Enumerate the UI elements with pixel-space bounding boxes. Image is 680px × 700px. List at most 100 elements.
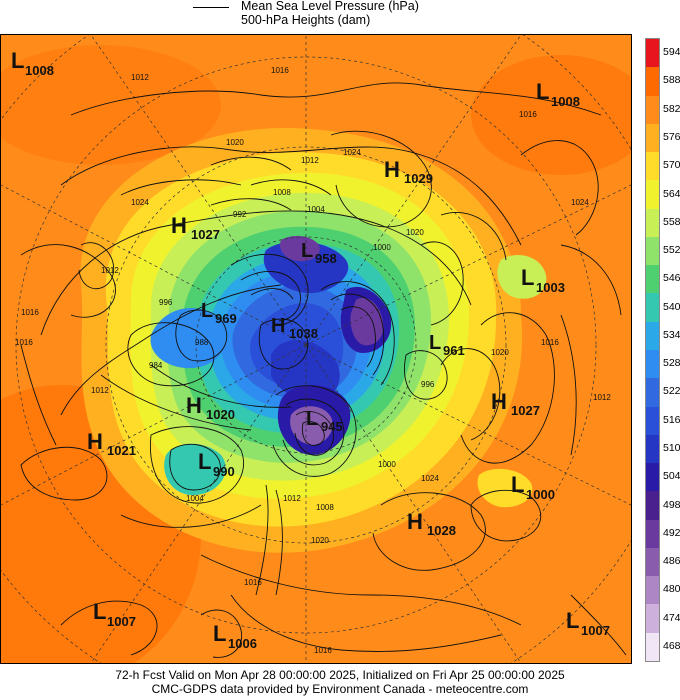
- low-pressure-center: L 1008: [536, 79, 580, 109]
- forecast-map: 1012 1016 1020 1024 1012 1008 1004 1000 …: [0, 34, 632, 664]
- isobar-label: 1020: [226, 138, 244, 147]
- isobar-label: 1016: [21, 308, 39, 317]
- low-pressure-center: L 1003: [521, 265, 565, 295]
- svg-text:H: H: [384, 157, 400, 182]
- svg-text:L: L: [511, 472, 524, 497]
- svg-text:L: L: [306, 408, 318, 430]
- colorbar-swatch: [646, 378, 659, 408]
- isobar-label: 1004: [307, 205, 325, 214]
- isobar-label: 1020: [311, 536, 329, 545]
- isobar-label: 1000: [378, 460, 396, 469]
- colorbar-label: 486: [663, 555, 680, 568]
- svg-text:1007: 1007: [107, 614, 136, 629]
- isobar-labels: 1012 1016 1020 1024 1012 1008 1004 1000 …: [15, 66, 611, 655]
- colorbar-label: 588: [663, 74, 680, 87]
- svg-text:1027: 1027: [511, 403, 540, 418]
- forecast-valid-text: 72-h Fcst Valid on Mon Apr 28 00:00:00 2…: [115, 668, 565, 682]
- colorbar-swatch: [646, 604, 659, 634]
- svg-text:L: L: [201, 300, 213, 322]
- svg-text:958: 958: [315, 251, 337, 266]
- pressure-centers: L 1008 L 1008 H 1029 H 1027 L 958 L 1003 L 969 …: [11, 48, 610, 651]
- colorbar-label: 552: [663, 244, 680, 257]
- colorbar-label: 468: [663, 639, 680, 652]
- isobar-label: 984: [149, 361, 163, 370]
- high-pressure-center: H 1038: [271, 315, 318, 341]
- svg-text:L: L: [93, 599, 106, 624]
- colorbar-label: 510: [663, 441, 680, 454]
- low-pressure-center: L 1007: [566, 608, 610, 638]
- legend-text: Mean Sea Level Pressure (hPa) 500-hPa He…: [241, 0, 419, 27]
- colorbar-swatch: [646, 152, 659, 181]
- low-pressure-center: L 990: [198, 449, 235, 479]
- low-pressure-center: L 1000: [511, 472, 555, 502]
- isobar-label: 1016: [314, 646, 332, 655]
- colorbar-label: 522: [663, 385, 680, 398]
- isobar-label: 1012: [91, 386, 109, 395]
- colorbar-label: 540: [663, 300, 680, 313]
- isobar-label: 1012: [593, 393, 611, 402]
- colorbar-label: 546: [663, 272, 680, 285]
- heights-colorbar: [645, 38, 660, 662]
- svg-text:L: L: [521, 265, 534, 290]
- svg-text:H: H: [491, 389, 507, 414]
- svg-text:H: H: [87, 429, 103, 454]
- high-pressure-center: H 1027: [491, 389, 540, 418]
- svg-text:L: L: [566, 608, 579, 633]
- graticule: [1, 35, 631, 663]
- isobar-label: 992: [233, 210, 247, 219]
- colorbar-swatch: [646, 293, 659, 323]
- isobar-label: 1008: [316, 503, 334, 512]
- svg-text:1028: 1028: [427, 523, 456, 538]
- colorbar-label: 594: [663, 46, 680, 59]
- isobar-label: 1024: [131, 198, 149, 207]
- colorbar-label: 576: [663, 130, 680, 143]
- colorbar-swatch: [646, 208, 659, 238]
- low-pressure-center: L 961: [429, 332, 465, 358]
- svg-text:961: 961: [443, 343, 465, 358]
- isobar-label: 1024: [343, 148, 361, 157]
- low-pressure-center: L 969: [201, 300, 237, 326]
- isobar-label: 1020: [406, 228, 424, 237]
- colorbar-swatch: [646, 180, 659, 210]
- isobar-label: 1008: [273, 188, 291, 197]
- colorbar-swatch: [646, 95, 659, 125]
- colorbar-label: 534: [663, 328, 680, 341]
- legend-heights-label: 500-hPa Heights (dam): [241, 13, 371, 27]
- colorbar-label: 570: [663, 159, 680, 172]
- isobar-label: 1016: [271, 66, 289, 75]
- colorbar-label: 558: [663, 215, 680, 228]
- colorbar-label: 504: [663, 470, 680, 483]
- svg-text:1006: 1006: [228, 636, 257, 651]
- colorbar-swatch: [646, 67, 659, 97]
- svg-text:990: 990: [213, 464, 235, 479]
- isobar-label: 1016: [541, 338, 559, 347]
- colorbar-swatch: [646, 463, 659, 492]
- colorbar-swatch: [646, 350, 659, 379]
- low-pressure-center: L 945: [306, 408, 343, 434]
- svg-text:1021: 1021: [107, 443, 136, 458]
- svg-text:1020: 1020: [206, 407, 235, 422]
- map-legend: Mean Sea Level Pressure (hPa) 500-hPa He…: [193, 0, 453, 30]
- svg-text:1007: 1007: [581, 623, 610, 638]
- svg-text:1038: 1038: [289, 326, 318, 341]
- colorbar-swatch: [646, 265, 659, 294]
- svg-text:L: L: [198, 449, 211, 474]
- colorbar-label: 474: [663, 611, 680, 624]
- colorbar-label: 582: [663, 102, 680, 115]
- svg-text:1027: 1027: [191, 227, 220, 242]
- low-pressure-center: L 1006: [213, 621, 257, 651]
- legend-pressure-label: Mean Sea Level Pressure (hPa): [241, 0, 419, 13]
- svg-text:1003: 1003: [536, 280, 565, 295]
- svg-text:L: L: [11, 48, 24, 73]
- colorbar-swatch: [646, 632, 659, 662]
- svg-text:1000: 1000: [526, 487, 555, 502]
- svg-text:H: H: [186, 393, 202, 418]
- isobars: [20, 82, 627, 658]
- colorbar-label: 516: [663, 413, 680, 426]
- map-svg: 1012 1016 1020 1024 1012 1008 1004 1000 …: [1, 35, 631, 663]
- colorbar-swatch: [646, 236, 659, 266]
- colorbar-swatch: [646, 321, 659, 351]
- colorbar-swatch: [646, 406, 659, 436]
- high-pressure-center: H 1027: [171, 213, 220, 242]
- svg-text:969: 969: [215, 311, 237, 326]
